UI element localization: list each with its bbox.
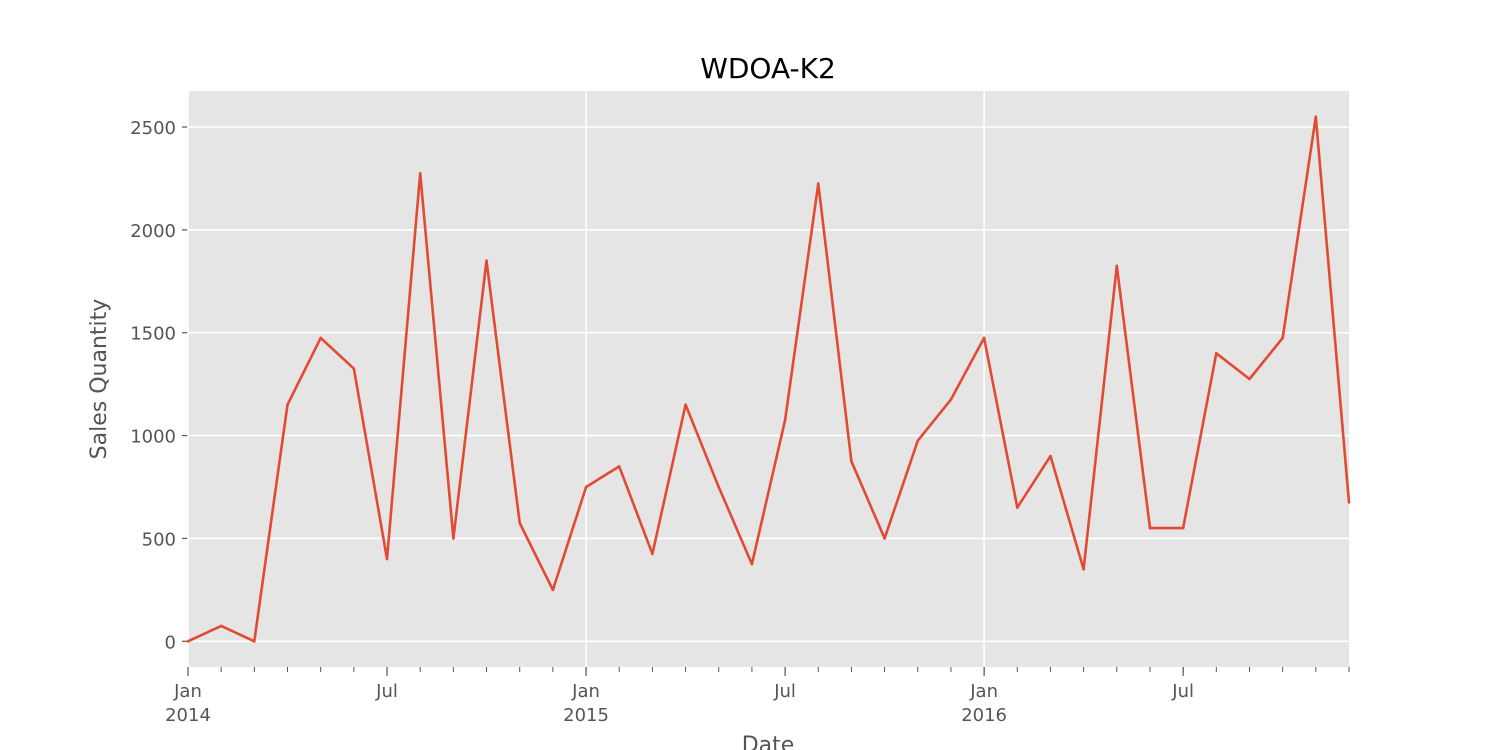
data-point: [1215, 351, 1218, 355]
data-point: [319, 336, 322, 340]
plot-area: [188, 91, 1349, 667]
data-point: [518, 521, 522, 525]
data-point: [1015, 506, 1019, 509]
data-point: [352, 367, 356, 371]
data-point: [1049, 454, 1052, 458]
data-point: [783, 418, 787, 422]
data-point: [982, 336, 986, 340]
y-tick-label: 2000: [130, 221, 176, 242]
y-tick-label: 1000: [130, 427, 176, 448]
data-point: [684, 403, 687, 407]
data-point: [253, 639, 256, 643]
data-point: [883, 537, 886, 540]
y-axis-label: Sales Quantity: [87, 299, 112, 460]
data-point: [1248, 377, 1251, 381]
x-tick-label: Jul: [1171, 681, 1194, 702]
x-tick-year-label: 2015: [563, 705, 609, 726]
chart-title: WDOA-K2: [700, 52, 836, 85]
data-point: [1148, 526, 1152, 530]
data-point: [219, 624, 223, 628]
x-tick-label: Jan: [571, 681, 600, 702]
x-tick-label: Jan: [173, 681, 202, 702]
x-tick-label: Jul: [773, 681, 796, 702]
data-point: [651, 552, 654, 556]
data-point: [850, 459, 853, 463]
x-axis-label: Date: [742, 733, 795, 750]
y-tick-label: 2500: [130, 118, 176, 139]
y-tick-label: 500: [142, 529, 176, 550]
data-point: [584, 485, 588, 489]
y-tick-label: 1500: [130, 324, 176, 345]
data-point: [1281, 336, 1284, 340]
x-tick-year-label: 2016: [961, 705, 1007, 726]
data-point: [186, 639, 190, 643]
data-point: [1082, 567, 1085, 571]
x-tick-label: Jan: [969, 681, 998, 702]
data-point: [916, 439, 920, 443]
x-tick-label: Jul: [375, 681, 398, 702]
data-point: [1115, 264, 1119, 268]
data-point: [816, 182, 820, 185]
data-point: [452, 537, 455, 540]
data-point: [286, 403, 289, 407]
data-point: [385, 557, 389, 561]
data-point: [617, 465, 621, 468]
data-point: [1181, 526, 1185, 530]
data-point: [1347, 501, 1351, 504]
x-tick-year-label: 2014: [165, 705, 211, 726]
y-tick-label: 0: [165, 632, 176, 653]
data-point: [485, 259, 488, 263]
series-line: [187, 115, 1351, 643]
data-point: [949, 398, 953, 401]
data-point: [551, 588, 555, 592]
data-point: [1314, 115, 1318, 119]
data-point: [717, 485, 721, 489]
data-point: [418, 171, 422, 175]
data-point: [750, 562, 754, 566]
